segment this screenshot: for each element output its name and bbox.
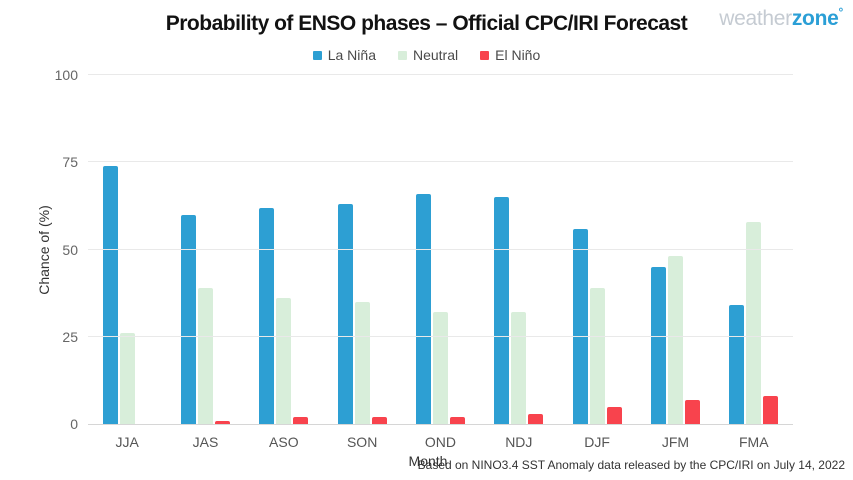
bar-group: NDJ (480, 75, 558, 454)
bar-group-bars (715, 75, 793, 424)
bar-la-nina (650, 266, 666, 424)
weatherzone-logo: weatherzone° (719, 5, 843, 31)
legend-label-el-nino: El Niño (495, 47, 541, 63)
bar-el-nino (684, 399, 700, 424)
bar-group: JFM (636, 75, 714, 454)
bar-neutral (197, 287, 213, 424)
bar-group-bars (166, 75, 244, 424)
bar-la-nina (415, 193, 431, 424)
x-tick-label: ASO (269, 434, 299, 450)
bar-group-bars (480, 75, 558, 424)
x-tick-label: JAS (192, 434, 219, 450)
y-tick-label: 0 (70, 416, 78, 432)
bar-neutral (589, 287, 605, 424)
y-axis: 0 25 50 75 100 (0, 67, 80, 432)
logo-text-zone: zone (791, 7, 839, 30)
legend-label-neutral: Neutral (412, 47, 459, 63)
bar-group-bars (245, 75, 323, 424)
source-note: Based on NINO3.4 SST Anomaly data releas… (417, 458, 845, 472)
legend-item-la-nina[interactable]: La Niña (312, 47, 376, 63)
bar-group-bars (401, 75, 479, 424)
gridline-100 (88, 74, 793, 75)
bar-group: JJA (88, 75, 166, 454)
bar-group: OND (401, 75, 479, 454)
bar-group: JAS (166, 75, 244, 454)
y-tick-label: 25 (62, 328, 78, 345)
bar-group: FMA (715, 75, 793, 454)
x-tick-label: JJA (115, 434, 139, 450)
bar-group: DJF (558, 75, 636, 454)
bar-la-nina (494, 197, 510, 424)
bar-la-nina (102, 165, 118, 424)
bar-la-nina (729, 305, 745, 424)
bar-group-bars (558, 75, 636, 424)
bar-la-nina (180, 214, 196, 424)
bar-neutral (354, 301, 370, 424)
legend-item-el-nino[interactable]: El Niño (480, 47, 540, 63)
y-tick-label: 100 (54, 67, 78, 83)
bar-el-nino (449, 417, 465, 424)
bar-la-nina (572, 228, 588, 424)
bar-el-nino (371, 417, 387, 424)
x-tick-label: DJF (584, 434, 610, 450)
legend-item-neutral[interactable]: Neutral (397, 47, 459, 63)
y-tick-label: 50 (62, 241, 78, 258)
y-axis-title: Chance of (%) (36, 205, 52, 295)
x-tick-label: NDJ (505, 434, 533, 450)
bar-group: SON (323, 75, 401, 454)
bar-group-bars (323, 75, 401, 424)
bar-group-bars (88, 75, 166, 424)
x-axis-title: Month (408, 453, 448, 469)
bar-el-nino (528, 413, 544, 424)
y-tick-label: 75 (62, 154, 78, 171)
plot-area: JJA JAS ASO SON OND NDJ DJF JFM FMA (88, 74, 793, 450)
bar-neutral (276, 298, 292, 424)
logo-degree-icon: ° (838, 5, 844, 19)
gridline-75 (88, 161, 793, 163)
chart-legend: La Niña Neutral El Niño (0, 47, 853, 63)
bar-el-nino (606, 406, 622, 424)
legend-swatch-la-nina (312, 50, 322, 60)
bar-neutral (432, 312, 448, 424)
bar-neutral (746, 221, 762, 424)
gridline-50 (88, 248, 793, 250)
bar-la-nina (337, 204, 353, 424)
bar-neutral (511, 312, 527, 424)
gridline-25 (88, 335, 793, 337)
chart-title: Probability of ENSO phases – Official CP… (165, 12, 688, 35)
bar-el-nino (214, 420, 230, 424)
x-tick-label: JFM (661, 434, 690, 450)
bar-el-nino (763, 396, 779, 424)
bar-el-nino (293, 417, 309, 424)
legend-swatch-el-nino (480, 50, 490, 60)
bar-groups: JJA JAS ASO SON OND NDJ DJF JFM FMA (88, 75, 793, 454)
bar-group: ASO (245, 75, 323, 454)
bar-group-bars (636, 75, 714, 424)
x-tick-label: FMA (739, 434, 769, 450)
bar-la-nina (259, 207, 275, 424)
legend-label-la-nina: La Niña (327, 47, 376, 63)
legend-swatch-neutral (397, 50, 407, 60)
bar-neutral (667, 256, 683, 424)
bar-neutral (119, 333, 135, 424)
x-tick-label: SON (346, 434, 378, 450)
logo-text-weather: weather (719, 7, 792, 30)
x-tick-label: OND (424, 434, 457, 450)
